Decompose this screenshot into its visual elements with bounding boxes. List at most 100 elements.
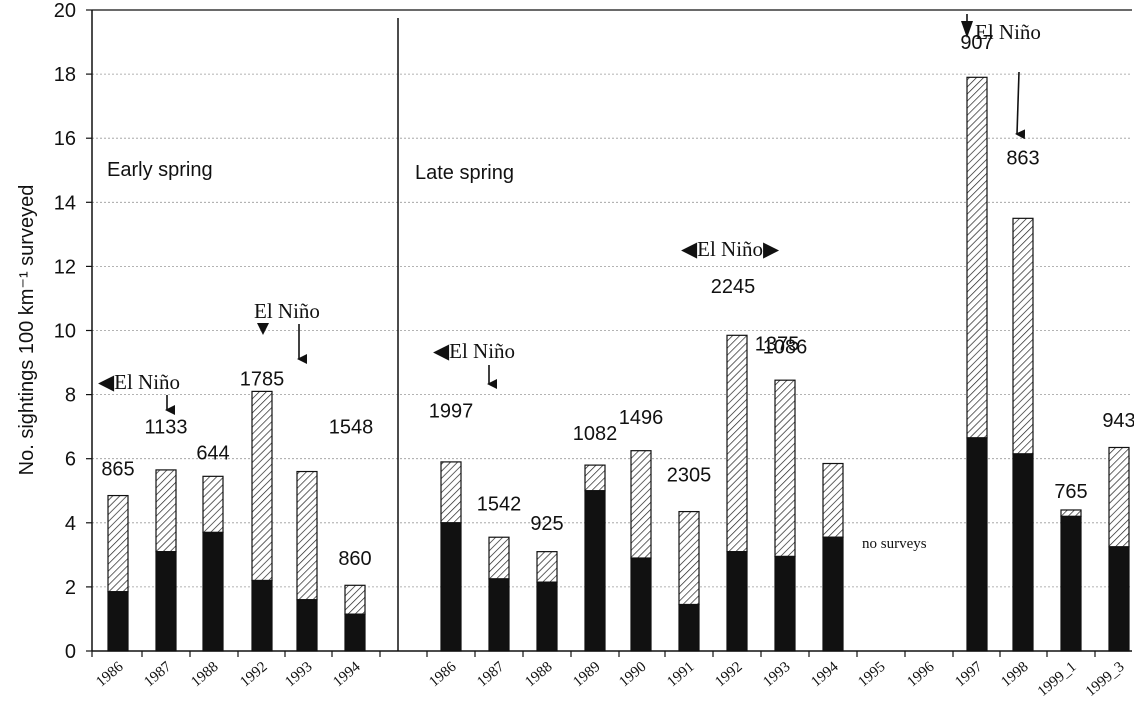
count-label: 644 bbox=[196, 442, 229, 464]
no-surveys-label: no surveys bbox=[862, 536, 927, 552]
x-tick-label: 1992 bbox=[712, 659, 745, 691]
bar-upper-segment bbox=[488, 536, 510, 580]
x-tick-label: 1993 bbox=[760, 659, 793, 691]
x-tick-label: 1989 bbox=[570, 659, 603, 691]
x-tick-label: 1992 bbox=[237, 659, 270, 691]
bar-lower-segment bbox=[296, 599, 318, 652]
count-label: 1785 bbox=[240, 369, 285, 391]
bar-upper-segment bbox=[155, 469, 177, 553]
count-label: 1997 bbox=[429, 401, 474, 423]
y-tick-label: 4 bbox=[65, 513, 76, 535]
bar-upper-segment bbox=[1060, 509, 1082, 517]
el-nino-annotations: ◀El Niño El Niño ◀El Niño ◀El Niño▶ El N… bbox=[98, 14, 1041, 415]
bar-lower-segment bbox=[1060, 515, 1082, 652]
x-tick-label: 1988 bbox=[522, 659, 555, 691]
count-label: 2305 bbox=[667, 465, 712, 487]
y-tick-label: 6 bbox=[65, 449, 76, 471]
x-tick-label: 1986 bbox=[93, 658, 127, 690]
y-tick-label: 20 bbox=[54, 0, 76, 22]
y-tick-label: 16 bbox=[54, 128, 76, 150]
x-tick-label: 1986 bbox=[426, 658, 460, 690]
count-label: 907 bbox=[960, 32, 993, 54]
bar-lower-segment bbox=[251, 579, 273, 652]
x-tick-label: 1987 bbox=[474, 658, 508, 690]
count-labels: 865 1133 644 1785 1548 860 1997 1542 925 10821496… bbox=[101, 32, 1134, 570]
x-tick-label: 1999_1 bbox=[1035, 659, 1080, 700]
bar-upper-segment bbox=[966, 76, 988, 439]
bar-lower-segment bbox=[344, 613, 366, 652]
bar-upper-segment bbox=[344, 584, 366, 615]
x-ticks: 1986 1987 1988 1992 1993 1994 1986 1987 1988 1989… bbox=[91, 651, 1128, 700]
bar-lower-segment bbox=[584, 490, 606, 652]
count-label: 863 bbox=[1006, 147, 1039, 169]
bar-upper-segment bbox=[678, 510, 700, 606]
bar-lower-segment bbox=[966, 437, 988, 652]
count-label: 925 bbox=[530, 513, 563, 535]
bar-upper-segment bbox=[440, 461, 462, 524]
y-axis-title: No. sightings 100 km⁻¹ surveyed bbox=[16, 185, 38, 476]
x-tick-label: 1987 bbox=[141, 658, 175, 690]
el-nino-label-late-1: ◀El Niño bbox=[433, 339, 515, 363]
count-label: 1086 bbox=[763, 337, 808, 359]
bar-upper-segment bbox=[296, 470, 318, 601]
bar-lower-segment bbox=[774, 555, 796, 652]
x-tick-label: 1995 bbox=[855, 659, 888, 691]
bar-lower-segment bbox=[440, 522, 462, 652]
count-label: 943 bbox=[1102, 410, 1134, 432]
bar-lower-segment bbox=[1108, 546, 1130, 652]
count-label: 1133 bbox=[144, 417, 187, 439]
count-label: 765 bbox=[1054, 481, 1087, 503]
el-nino-arrowhead-small bbox=[961, 21, 973, 38]
bar-lower-segment bbox=[155, 551, 177, 652]
count-label-2245: 2245 bbox=[711, 276, 756, 298]
x-tick-label: 1997 bbox=[952, 658, 986, 690]
bar-lower-segment bbox=[630, 557, 652, 652]
bar-upper-segment bbox=[1012, 217, 1034, 455]
y-tick-label: 2 bbox=[65, 577, 76, 599]
x-tick-label: 1999_3 bbox=[1083, 659, 1128, 700]
bar-upper-segment bbox=[774, 379, 796, 558]
count-label: 1082 bbox=[573, 423, 618, 445]
bar-upper-segment bbox=[536, 551, 558, 583]
el-nino-label-late-3: El Niño bbox=[975, 20, 1041, 44]
x-tick-label: 1996 bbox=[904, 658, 938, 690]
bar-upper-segment bbox=[251, 390, 273, 582]
y-tick-label: 10 bbox=[54, 321, 76, 343]
bar-lower-segment bbox=[1012, 453, 1034, 652]
y-tick-label: 18 bbox=[54, 64, 76, 86]
bar-upper-segment bbox=[630, 450, 652, 559]
bar-upper-segment bbox=[202, 475, 224, 534]
bar-lower-segment bbox=[202, 531, 224, 652]
count-label: 1375 bbox=[755, 333, 800, 355]
y-tick-label: 14 bbox=[54, 192, 76, 214]
y-ticks: 0 2 4 6 8 10 12 14 16 18 20 bbox=[54, 0, 92, 663]
el-nino-label-early-2: El Niño bbox=[254, 299, 320, 323]
count-label: 865 bbox=[101, 458, 134, 480]
y-tick-label: 8 bbox=[65, 385, 76, 407]
x-tick-label: 1990 bbox=[616, 659, 649, 691]
bar-lower-segment bbox=[822, 536, 844, 652]
bar-lower-segment bbox=[678, 603, 700, 652]
el-nino-arrowhead-small bbox=[257, 323, 269, 335]
count-label: 1496 bbox=[619, 407, 664, 429]
y-tick-label: 0 bbox=[65, 641, 76, 663]
count-label: 860 bbox=[338, 548, 371, 570]
bars bbox=[107, 76, 1130, 652]
bar-lower-segment bbox=[726, 551, 748, 652]
el-nino-label-late-2: ◀El Niño▶ bbox=[681, 237, 780, 261]
x-tick-label: 1998 bbox=[998, 659, 1031, 691]
bar-lower-segment bbox=[536, 581, 558, 652]
el-nino-arrow bbox=[1015, 71, 1026, 140]
x-tick-label: 1991 bbox=[664, 659, 697, 691]
bar-upper-segment bbox=[584, 464, 606, 492]
bar-upper-segment bbox=[1108, 446, 1130, 548]
bar-upper-segment bbox=[726, 334, 748, 553]
bar-upper-segment bbox=[107, 494, 129, 593]
period-label-late: Late spring bbox=[415, 162, 514, 184]
y-tick-label: 12 bbox=[54, 256, 76, 278]
x-tick-label: 1993 bbox=[282, 659, 315, 691]
count-label: 1548 bbox=[329, 417, 374, 439]
bar-lower-segment bbox=[488, 578, 510, 652]
bar-upper-segment bbox=[822, 462, 844, 538]
